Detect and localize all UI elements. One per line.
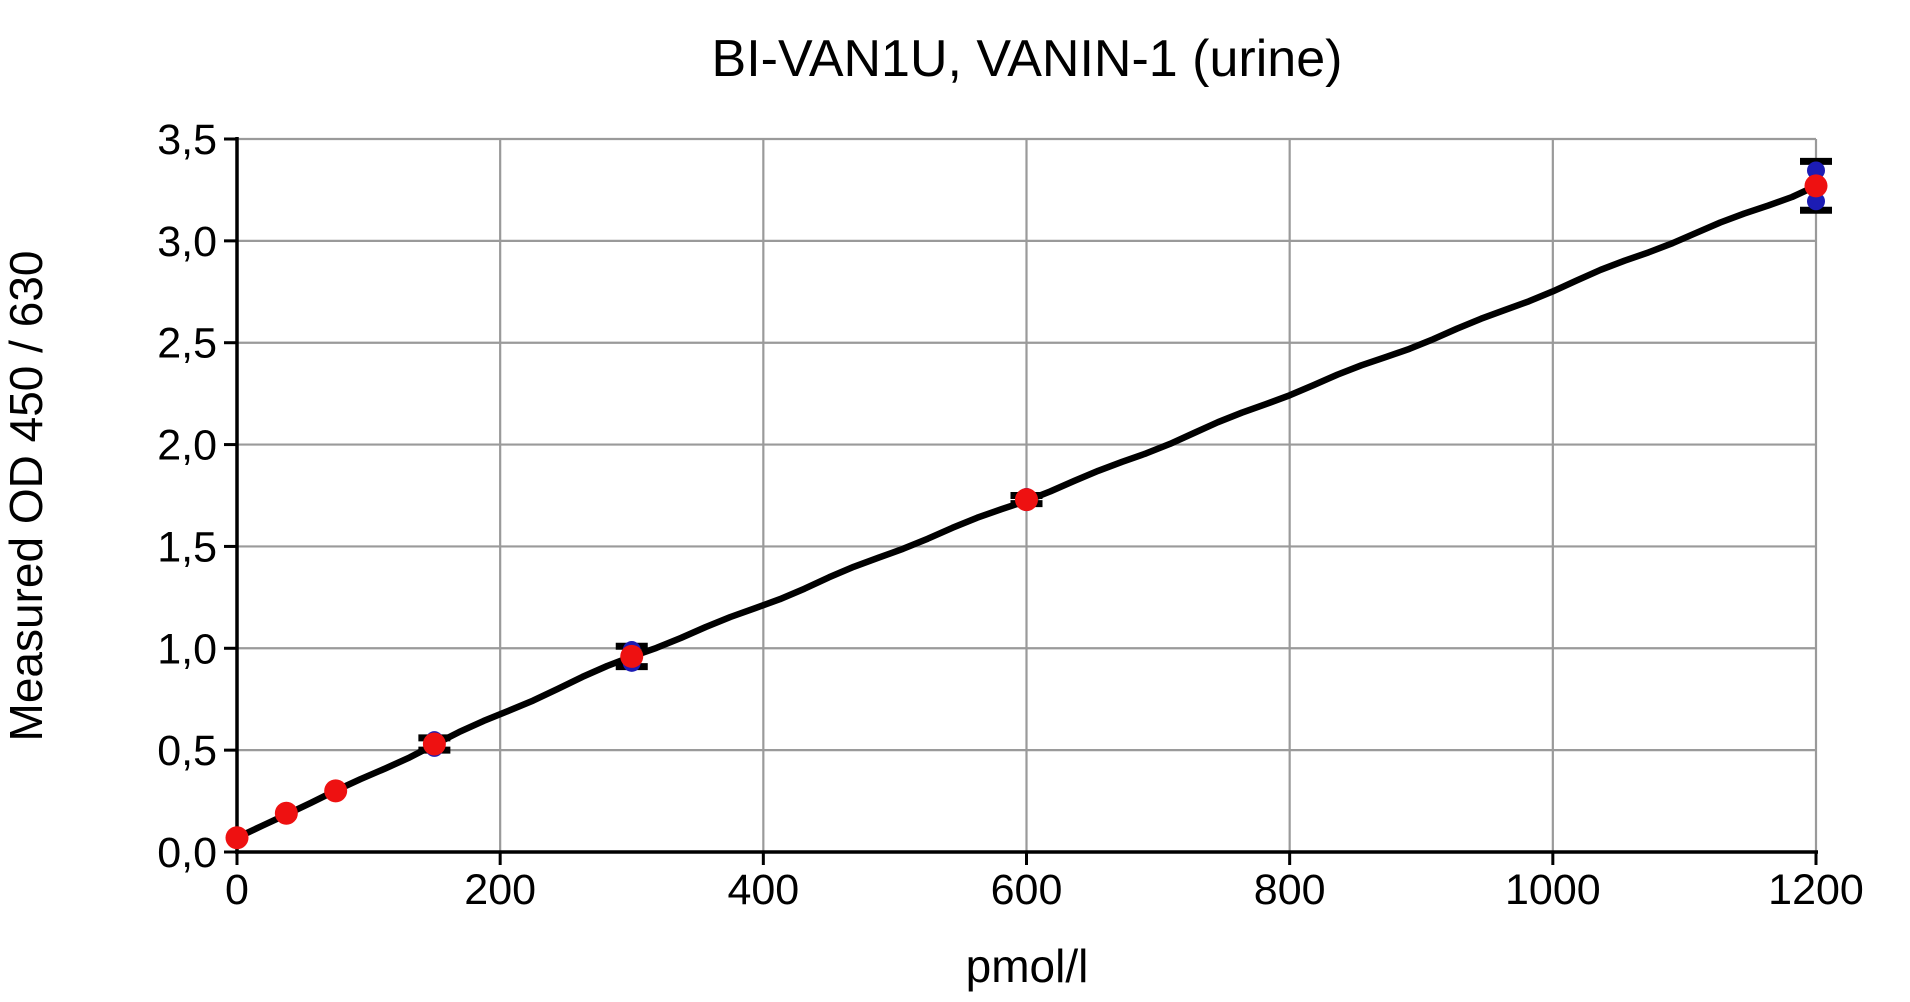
y-axis-title: Measured OD 450 / 630 [0, 251, 52, 742]
gridlines [237, 137, 1818, 852]
axes [224, 137, 1818, 865]
x-tick-label: 200 [464, 866, 536, 914]
y-tick-label: 0,0 [157, 829, 217, 877]
y-tick-label: 3,0 [157, 218, 217, 266]
x-tick-label: 0 [225, 866, 249, 914]
y-tick-label: 0,5 [157, 727, 217, 775]
x-axis-title: pmol/l [966, 940, 1089, 992]
y-tick-label: 1,5 [157, 523, 217, 571]
replicate-marker [1807, 192, 1825, 211]
x-tick-label: 1000 [1505, 866, 1601, 914]
mean-marker [1015, 488, 1038, 512]
x-tick-label: 600 [991, 866, 1063, 914]
mean-marker [1804, 174, 1828, 198]
replicate-marker [1807, 161, 1825, 180]
mean-marker [620, 644, 644, 668]
y-tick-label: 3,5 [157, 116, 217, 164]
tick-labels: 0,0 0,5 1,0 1,5 2,0 2,5 3,0 3,5 0 200 400 600 800 100… [157, 116, 1864, 914]
data-series [225, 157, 1832, 850]
y-tick-label: 1,0 [157, 625, 217, 673]
mean-marker [324, 779, 348, 803]
y-tick-label: 2,5 [157, 320, 217, 368]
mean-marker [274, 801, 298, 825]
y-tick-label: 2,0 [157, 422, 217, 470]
chart-title: BI-VAN1U, VANIN-1 (urine) [712, 30, 1343, 88]
x-tick-label: 1200 [1768, 866, 1864, 914]
x-tick-label: 400 [727, 866, 799, 914]
x-tick-label: 800 [1254, 866, 1326, 914]
mean-marker [422, 732, 446, 756]
mean-marker [225, 826, 249, 850]
